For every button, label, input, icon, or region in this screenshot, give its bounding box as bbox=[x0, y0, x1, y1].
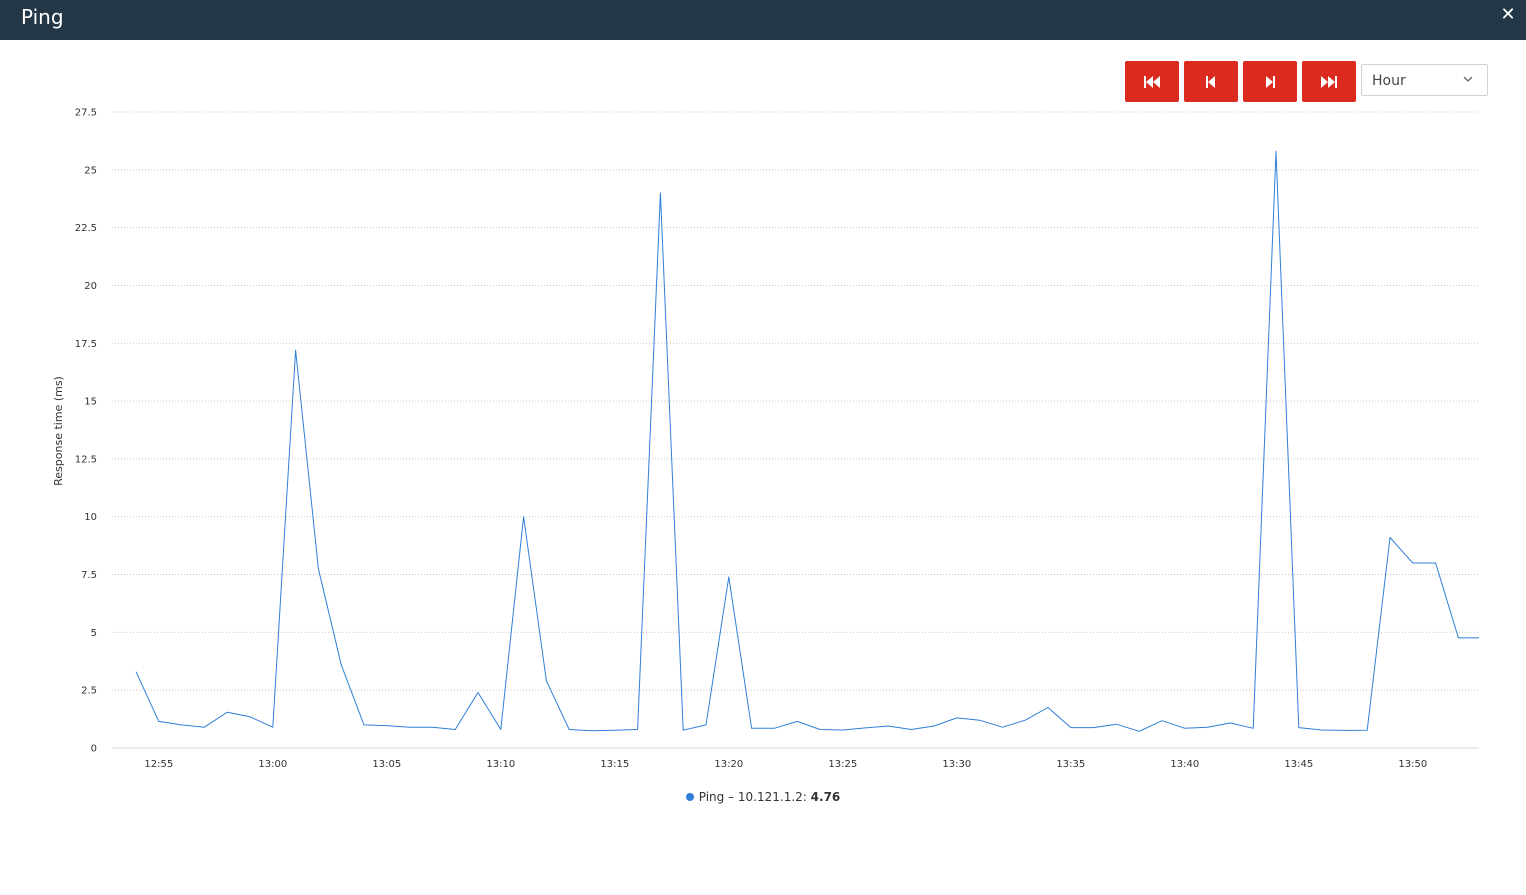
next-page-button[interactable] bbox=[1243, 61, 1297, 102]
y-tick-label: 15 bbox=[84, 397, 97, 408]
y-tick-label: 7.5 bbox=[81, 570, 97, 581]
x-tick-label: 13:05 bbox=[372, 759, 401, 770]
y-tick-label: 0 bbox=[91, 744, 97, 755]
y-axis-label: Response time (ms) bbox=[52, 376, 65, 486]
series-line bbox=[135, 150, 1479, 732]
x-tick-label: 13:45 bbox=[1284, 759, 1313, 770]
x-tick-label: 13:20 bbox=[714, 759, 743, 770]
chart-legend[interactable]: Ping – 10.121.1.2: 4.76 bbox=[0, 790, 1526, 804]
legend-value: 4.76 bbox=[810, 790, 841, 804]
x-tick-label: 13:40 bbox=[1170, 759, 1199, 770]
first-page-button[interactable] bbox=[1125, 61, 1179, 102]
time-range-select[interactable]: Hour bbox=[1361, 64, 1488, 96]
title-bar: Ping ✕ bbox=[0, 0, 1526, 40]
skip-to-start-icon bbox=[1144, 75, 1160, 88]
skip-to-end-icon bbox=[1321, 75, 1337, 88]
x-tick-label: 13:25 bbox=[828, 759, 857, 770]
y-tick-label: 20 bbox=[84, 281, 97, 292]
chevron-down-icon bbox=[1463, 76, 1473, 82]
y-tick-label: 25 bbox=[84, 165, 97, 176]
y-tick-label: 5 bbox=[91, 628, 97, 639]
x-tick-label: 12:55 bbox=[144, 759, 173, 770]
y-tick-label: 10 bbox=[84, 512, 97, 523]
last-page-button[interactable] bbox=[1302, 61, 1356, 102]
step-forward-icon bbox=[1266, 75, 1275, 88]
x-tick-label: 13:00 bbox=[258, 759, 287, 770]
x-tick-label: 13:10 bbox=[486, 759, 515, 770]
x-tick-label: 13:50 bbox=[1398, 759, 1427, 770]
step-backward-icon bbox=[1206, 75, 1215, 88]
x-tick-label: 13:30 bbox=[942, 759, 971, 770]
ping-line-chart: 0 2.5 5 7.5 10 12.5 15 17.5 20 22.5 25 27.5 12:55 13:… bbox=[52, 108, 1479, 770]
close-icon[interactable]: ✕ bbox=[1500, 4, 1516, 25]
y-tick-label: 12.5 bbox=[75, 454, 97, 465]
y-tick-label: 22.5 bbox=[75, 223, 97, 234]
y-tick-label: 17.5 bbox=[75, 339, 97, 350]
x-tick-label: 13:15 bbox=[600, 759, 629, 770]
window-title: Ping bbox=[21, 5, 64, 29]
legend-label: Ping – 10.121.1.2: bbox=[698, 790, 807, 804]
previous-page-button[interactable] bbox=[1184, 61, 1238, 102]
x-tick-label: 13:35 bbox=[1056, 759, 1085, 770]
legend-marker bbox=[685, 792, 694, 801]
y-tick-label: 2.5 bbox=[81, 686, 97, 697]
time-range-value: Hour bbox=[1372, 73, 1406, 89]
y-tick-label: 27.5 bbox=[75, 108, 97, 119]
